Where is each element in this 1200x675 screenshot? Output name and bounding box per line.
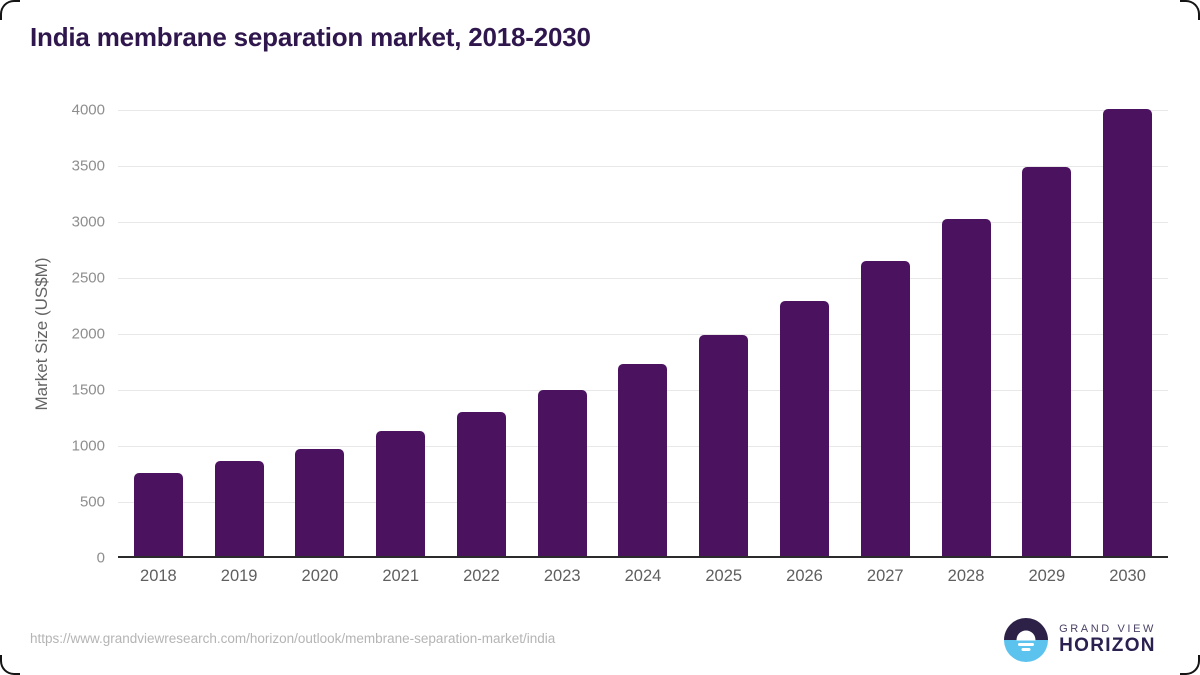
gridline: [118, 334, 1168, 335]
gridline: [118, 110, 1168, 111]
bar-2027: [860, 261, 910, 556]
y-tick-label: 1500: [71, 381, 105, 399]
rounded-corner-top-left: [0, 0, 20, 20]
water-ripple-shape: [1018, 642, 1035, 647]
grand-view-horizon-logo: GRAND VIEW HORIZON: [1004, 618, 1156, 662]
bar-2030: [1103, 109, 1153, 556]
x-tick-label: 2028: [947, 567, 985, 585]
bar-2026: [780, 300, 829, 556]
bar-2025: [699, 335, 749, 556]
x-tick-label: 2019: [220, 567, 258, 585]
bar-slot: [118, 110, 199, 556]
gridline: [118, 222, 1168, 223]
x-tick-label: 2029: [1028, 567, 1066, 585]
bar-slot: [360, 110, 441, 556]
bar-slot: [764, 110, 845, 556]
y-tick-label: 1000: [71, 437, 105, 455]
x-tick-label: 2020: [301, 567, 339, 585]
bar-2024: [618, 364, 668, 556]
bar-2021: [376, 431, 426, 556]
y-tick-label: 500: [79, 493, 105, 511]
logo-text: GRAND VIEW HORIZON: [1059, 623, 1156, 657]
x-tick-label: 2027: [866, 567, 904, 585]
y-tick-label: 4000: [71, 101, 105, 119]
bar-slot: [926, 110, 1007, 556]
rounded-corner-top-right: [1180, 0, 1200, 20]
y-tick-label: 3000: [71, 213, 105, 231]
bar-slot: [1087, 109, 1168, 556]
x-axis-tick-labels: 2018 2019 2020 2021 2022 2023 2024 2025 2026 2027…: [118, 567, 1168, 586]
x-tick-label: 2026: [786, 567, 823, 585]
bar-slot: [1006, 110, 1087, 556]
rounded-corner-bottom-right: [1180, 655, 1200, 675]
logo-brand-line: GRAND VIEW: [1059, 622, 1156, 635]
gridline: [118, 278, 1168, 279]
gridline: [118, 166, 1168, 167]
bar-2028: [941, 218, 991, 556]
bar-series: [118, 109, 1168, 556]
logo-product-line: HORIZON: [1059, 635, 1156, 657]
plot-area: [118, 109, 1168, 558]
bar-2022: [456, 412, 506, 556]
water-ripple-shape: [1021, 647, 1031, 652]
x-tick-label: 2024: [624, 567, 662, 585]
bar-2020: [295, 449, 345, 556]
chart-title: India membrane separation market, 2018-2…: [30, 22, 591, 52]
horizon-sunrise-icon: [1004, 618, 1049, 662]
y-tick-label: 0: [96, 549, 105, 567]
y-axis-tick-labels: 0 500 1000 1500 2000 2500 3000 3500 4000: [0, 102, 105, 567]
sun-dome-shape: [1016, 630, 1036, 640]
bar-2029: [1022, 167, 1072, 556]
x-tick-label: 2023: [543, 567, 581, 585]
bar-slot: [683, 110, 764, 556]
bar-slot: [845, 110, 926, 556]
y-tick-label: 2000: [71, 325, 105, 343]
x-tick-label: 2025: [705, 567, 743, 585]
x-tick-label: 2022: [463, 567, 500, 585]
bar-slot: [280, 110, 361, 556]
y-tick-label: 2500: [71, 269, 105, 287]
x-tick-label: 2030: [1109, 567, 1146, 585]
bar-slot: [441, 110, 522, 556]
bar-2019: [214, 460, 264, 556]
y-tick-label: 3500: [71, 157, 105, 175]
bar-2018: [133, 473, 183, 556]
x-tick-label: 2018: [140, 567, 177, 585]
bar-slot: [603, 110, 684, 556]
bar-2023: [537, 390, 587, 556]
source-url: https://www.grandviewresearch.com/horizo…: [30, 631, 556, 646]
bar-slot: [199, 110, 280, 556]
x-tick-label: 2021: [382, 567, 420, 585]
rounded-corner-bottom-left: [0, 655, 20, 675]
bar-slot: [522, 110, 603, 556]
